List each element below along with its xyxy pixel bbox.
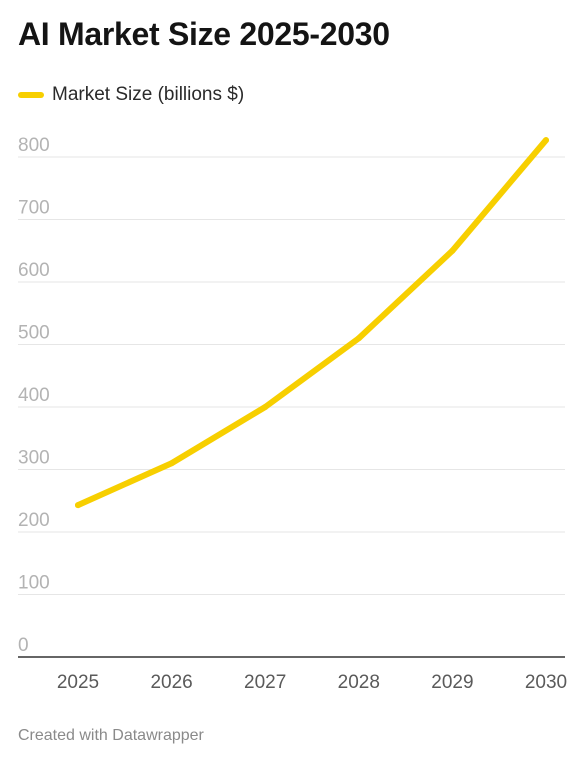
- x-tick-label-2027: 2027: [244, 672, 286, 693]
- y-tick-label-600: 600: [18, 260, 50, 281]
- y-tick-label-0: 0: [18, 635, 29, 656]
- series-line-0: [75, 137, 549, 509]
- data-point-2028: [355, 335, 362, 342]
- legend: Market Size (billions $): [18, 84, 244, 106]
- data-point-2025: [75, 502, 81, 509]
- y-tick-label-500: 500: [18, 323, 50, 344]
- y-tick-label-100: 100: [18, 573, 50, 594]
- legend-label: Market Size (billions $): [52, 84, 245, 105]
- y-tick-label-400: 400: [18, 385, 50, 406]
- data-point-2029: [449, 247, 456, 254]
- x-tick-label-2025: 2025: [57, 672, 99, 693]
- data-point-2027: [262, 404, 269, 410]
- credit-text: Created with Datawrapper: [18, 727, 204, 744]
- y-tick-label-700: 700: [18, 198, 50, 219]
- legend-swatch: [18, 92, 44, 98]
- y-tick-label-800: 800: [18, 135, 50, 156]
- y-tick-label-200: 200: [18, 510, 50, 531]
- chart-title: AI Market Size 2025-2030: [18, 16, 390, 52]
- y-tick-label-300: 300: [18, 448, 50, 469]
- data-point-2030: [543, 137, 549, 144]
- x-tick-label-2029: 2029: [431, 672, 473, 693]
- x-tick-label-2026: 2026: [150, 672, 192, 693]
- x-tick-label-2030: 2030: [525, 672, 567, 693]
- data-point-2026: [168, 460, 175, 467]
- x-tick-label-2028: 2028: [338, 672, 380, 693]
